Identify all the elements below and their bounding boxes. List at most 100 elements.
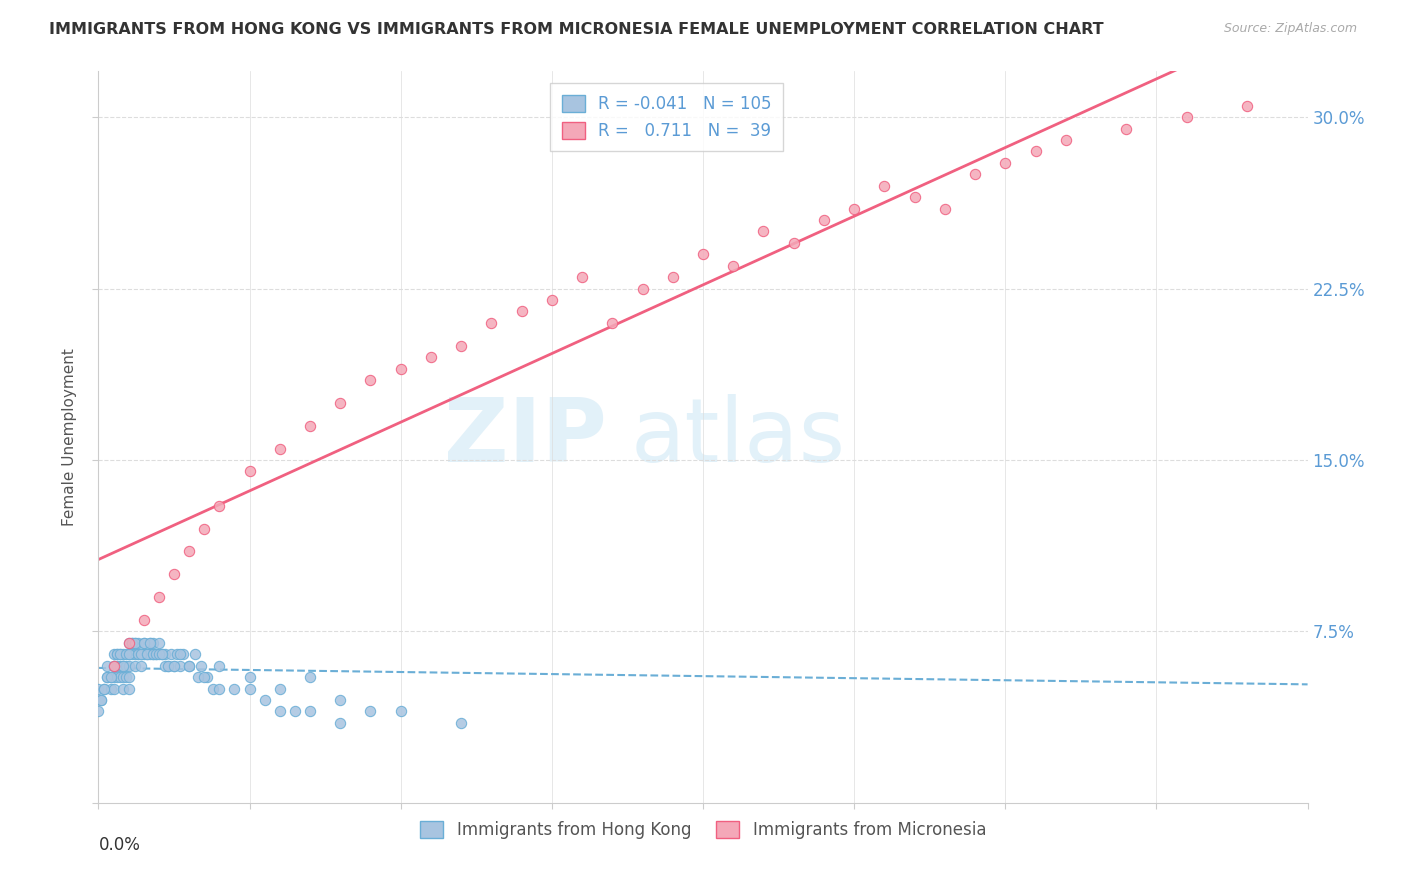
Point — [96, 670, 118, 684]
Point — [153, 647, 176, 661]
Point — [481, 316, 503, 330]
Point — [284, 705, 307, 719]
Point — [105, 658, 128, 673]
Point — [1236, 98, 1258, 112]
Point — [108, 670, 131, 684]
Point — [631, 281, 654, 295]
Point — [360, 705, 382, 719]
Point — [111, 658, 134, 673]
Text: IMMIGRANTS FROM HONG KONG VS IMMIGRANTS FROM MICRONESIA FEMALE UNEMPLOYMENT CORR: IMMIGRANTS FROM HONG KONG VS IMMIGRANTS … — [49, 22, 1104, 37]
Point — [93, 681, 115, 696]
Point — [450, 715, 472, 730]
Point — [121, 647, 143, 661]
Point — [965, 167, 987, 181]
Point — [132, 636, 155, 650]
Point — [111, 681, 134, 696]
Point — [169, 658, 191, 673]
Point — [114, 658, 136, 673]
Point — [190, 658, 212, 673]
Point — [114, 670, 136, 684]
Point — [148, 590, 170, 604]
Point — [169, 647, 191, 661]
Point — [179, 658, 201, 673]
Point — [239, 670, 262, 684]
Point — [103, 670, 125, 684]
Point — [103, 658, 125, 673]
Point — [118, 636, 141, 650]
Point — [96, 670, 118, 684]
Point — [100, 670, 122, 684]
Point — [661, 270, 683, 285]
Point — [129, 647, 152, 661]
Point — [87, 705, 110, 719]
Point — [135, 647, 157, 661]
Point — [389, 361, 412, 376]
Point — [329, 396, 352, 410]
Point — [389, 705, 412, 719]
Point — [329, 693, 352, 707]
Point — [145, 647, 167, 661]
Point — [360, 373, 382, 387]
Point — [139, 636, 162, 650]
Point — [153, 658, 176, 673]
Point — [132, 613, 155, 627]
Point — [1175, 110, 1198, 124]
Point — [127, 636, 149, 650]
Point — [571, 270, 593, 285]
Point — [118, 681, 141, 696]
Point — [108, 658, 131, 673]
Point — [100, 670, 122, 684]
Point — [329, 715, 352, 730]
Point — [118, 670, 141, 684]
Point — [124, 636, 146, 650]
Point — [299, 670, 322, 684]
Point — [148, 647, 170, 661]
Point — [111, 647, 134, 661]
Text: atlas: atlas — [630, 393, 845, 481]
Point — [160, 647, 183, 661]
Point — [127, 647, 149, 661]
Point — [108, 647, 131, 661]
Point — [510, 304, 533, 318]
Point — [129, 658, 152, 673]
Point — [179, 544, 201, 558]
Point — [156, 658, 179, 673]
Point — [208, 681, 231, 696]
Point — [150, 647, 173, 661]
Point — [108, 647, 131, 661]
Point — [118, 647, 141, 661]
Point — [163, 567, 186, 582]
Point — [124, 658, 146, 673]
Point — [163, 658, 186, 673]
Point — [156, 658, 179, 673]
Point — [723, 259, 745, 273]
Point — [118, 647, 141, 661]
Point — [202, 681, 225, 696]
Point — [1054, 133, 1077, 147]
Point — [239, 464, 262, 478]
Point — [540, 293, 562, 307]
Point — [1115, 121, 1137, 136]
Point — [145, 647, 167, 661]
Point — [150, 647, 173, 661]
Point — [111, 658, 134, 673]
Point — [813, 213, 835, 227]
Point — [139, 647, 162, 661]
Point — [105, 647, 128, 661]
Point — [111, 658, 134, 673]
Point — [873, 178, 896, 193]
Point — [193, 670, 215, 684]
Point — [1024, 145, 1046, 159]
Point — [132, 636, 155, 650]
Point — [193, 521, 215, 535]
Point — [103, 658, 125, 673]
Point — [111, 670, 134, 684]
Point — [129, 647, 152, 661]
Point — [132, 647, 155, 661]
Point — [844, 202, 866, 216]
Point — [142, 647, 165, 661]
Point — [172, 647, 194, 661]
Text: ZIP: ZIP — [443, 393, 606, 481]
Point — [121, 636, 143, 650]
Point — [121, 636, 143, 650]
